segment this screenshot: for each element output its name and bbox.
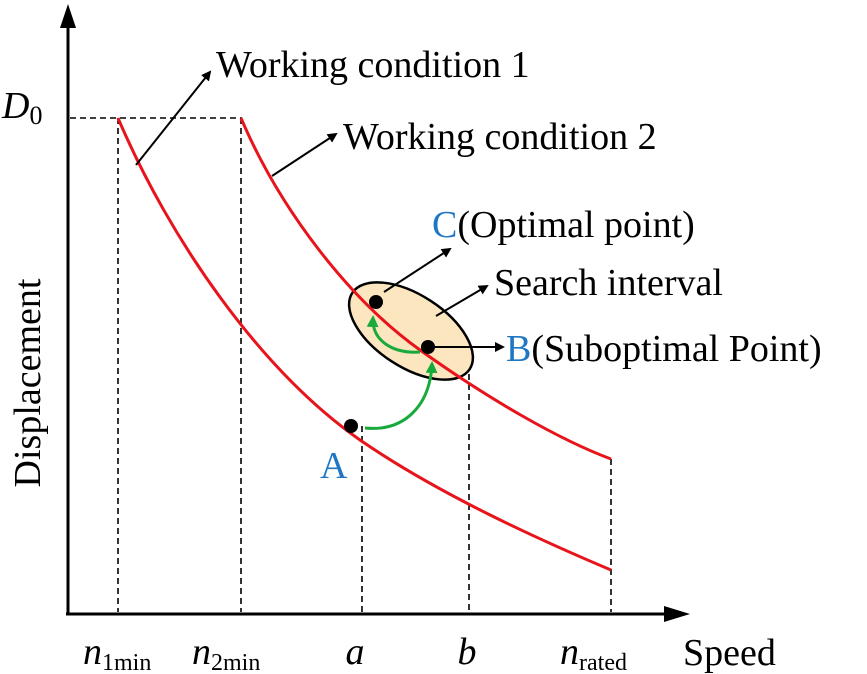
y-axis-arrowhead — [60, 4, 76, 28]
callout-arrow-point-c — [383, 247, 452, 293]
curve-working-condition-2 — [239, 117, 612, 461]
tick-nrated-main: n — [560, 631, 579, 673]
y-axis-label: Displacement — [7, 278, 49, 487]
tick-label-b: b — [458, 631, 477, 673]
label-point-c: C(Optimal point) — [432, 204, 695, 246]
move-arrow-b-to-c — [366, 315, 421, 354]
point-b-description: (Suboptimal Point) — [531, 328, 821, 370]
point-b-marker — [421, 340, 435, 354]
search-interval-ellipse — [347, 281, 475, 381]
d0-subscript: 0 — [29, 101, 42, 130]
label-search-interval: Search interval — [494, 262, 723, 304]
tick-n1min-main: n — [83, 631, 102, 673]
label-d0: D0 — [1, 85, 42, 130]
callout-arrow-condition2 — [271, 132, 338, 177]
label-point-b: B(Suboptimal Point) — [506, 328, 822, 370]
tick-label-n2min: n2min — [192, 631, 260, 674]
x-axis-arrowhead — [664, 606, 690, 622]
point-a-marker — [344, 419, 358, 433]
callout-arrow-condition1 — [135, 70, 212, 166]
label-point-a: A — [320, 445, 348, 487]
d0-main: D — [1, 85, 29, 127]
x-axis-label: Speed — [683, 632, 776, 674]
label-working-condition-2: Working condition 2 — [343, 116, 657, 158]
tick-nrated-sub: rated — [579, 650, 627, 674]
move-arrow-a-to-b — [364, 361, 438, 430]
tick-n1min-sub: 1min — [102, 650, 151, 674]
point-c-marker — [369, 295, 383, 309]
point-c-description: (Optimal point) — [457, 204, 694, 246]
dashed-guides — [70, 117, 612, 612]
callout-arrow-search-interval — [435, 284, 489, 317]
label-working-condition-1: Working condition 1 — [216, 44, 530, 86]
point-c-letter: C — [432, 204, 457, 246]
point-b-letter: B — [506, 328, 531, 370]
tick-n2min-main: n — [192, 631, 211, 673]
tick-label-nrated: nrated — [560, 631, 627, 674]
tick-label-a: a — [346, 631, 365, 673]
tick-label-n1min: n1min — [83, 631, 151, 674]
tick-n2min-sub: 2min — [211, 650, 260, 674]
